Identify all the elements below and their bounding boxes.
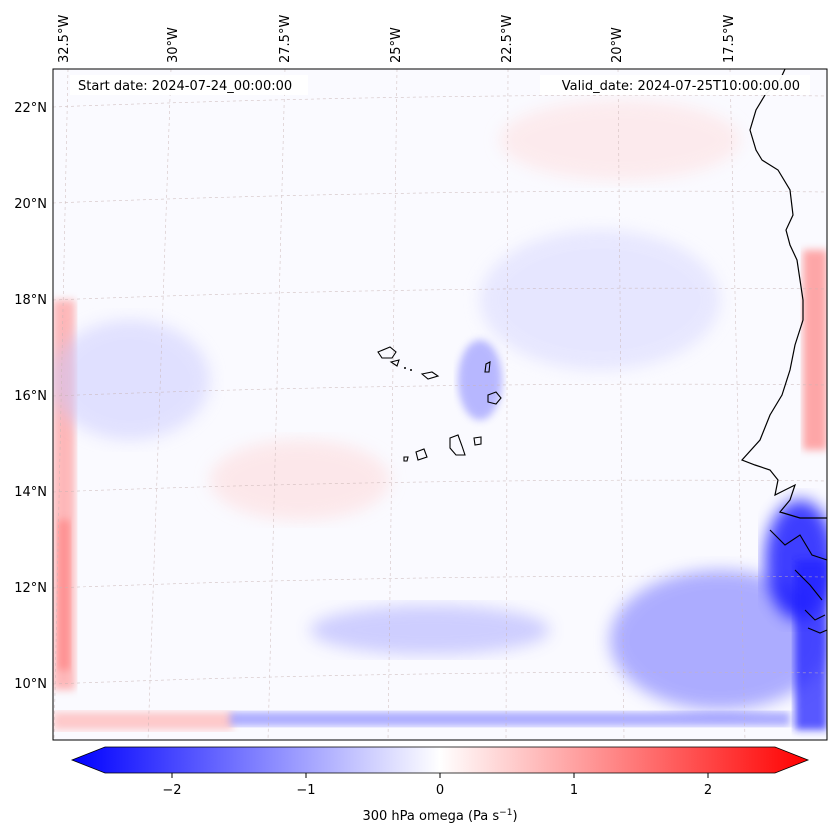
south-boundary-negative-band [230, 712, 790, 726]
colorbar-tick-label: −2 [162, 783, 181, 798]
island-santo-antao [377, 346, 397, 359]
island-fogo [415, 448, 428, 461]
island-maio [473, 436, 482, 446]
omega-field: Start date: 2024-07-24_00:00:00 Valid_da… [53, 69, 827, 740]
graticule [53, 69, 827, 740]
gridline-22-5w [505, 69, 509, 740]
gridline-25w [387, 69, 398, 740]
colorbar-ticks: −2 −1 0 1 2 [162, 773, 712, 798]
south-boundary-positive-band [53, 712, 233, 730]
lon-label-22-5w: 22.5°W [500, 15, 515, 63]
lat-label-14n: 14°N [14, 485, 47, 500]
gridline-10n [53, 671, 827, 685]
colorbar-bar [70, 746, 810, 774]
lat-label-12n: 12°N [14, 581, 47, 596]
lon-label-17-5w: 17.5°W [722, 15, 737, 63]
colorbar-tick-label: 0 [436, 783, 444, 798]
lon-label-32-5w: 32.5°W [57, 15, 72, 63]
island-raso [410, 369, 412, 371]
lon-label-27-5w: 27.5°W [278, 15, 293, 63]
lat-label-22n: 22°N [14, 101, 47, 116]
gridline-18n [53, 287, 827, 301]
gridline-30w [147, 69, 172, 740]
island-negative-feature [458, 340, 502, 420]
east-boundary-positive-band [803, 250, 827, 450]
plot-frame [52, 68, 828, 741]
lat-label-18n: 18°N [14, 293, 47, 308]
island-santiago [449, 434, 466, 456]
gridline-27-5w [267, 69, 286, 740]
start-date-label: Start date: 2024-07-24_00:00:00 [78, 79, 292, 94]
gridline-16n [53, 383, 827, 397]
gridline-14n [53, 479, 827, 493]
west-boundary-strong-band [58, 520, 70, 670]
lon-label-30w: 30°W [166, 27, 181, 63]
island-santa-luzia [404, 367, 406, 369]
coastline-mainland [740, 69, 827, 519]
colorbar-tick-label: −1 [296, 783, 315, 798]
island-sao-vicente [389, 359, 400, 367]
gridline-32-5w [53, 69, 69, 740]
gridline-12n [53, 575, 827, 589]
east-boundary-negative-band [795, 560, 827, 730]
island-sao-nicolau [420, 371, 440, 380]
colorbar-tick-label: 1 [570, 783, 578, 798]
valid-date-label: Valid_date: 2024-07-25T10:00:00.00 [562, 79, 800, 94]
start-date-box [70, 75, 308, 95]
valid-date-box [540, 75, 810, 95]
gridline-17-5w [729, 69, 746, 740]
central-light-positive-area [210, 440, 390, 520]
south-negative-streak [310, 605, 550, 655]
west-light-negative-area [53, 320, 210, 440]
north-light-positive-area [500, 100, 740, 180]
gridline-20w [617, 69, 625, 740]
island-brava [403, 456, 409, 462]
lat-label-16n: 16°N [14, 389, 47, 404]
latitude-labels: 22°N 20°N 18°N 16°N 14°N 12°N 10°N [14, 101, 47, 692]
colorbar-label: 300 hPa omega (Pa s−1) [362, 808, 517, 824]
lon-label-20w: 20°W [610, 27, 625, 63]
colorbar-tick-label: 2 [704, 783, 712, 798]
lat-label-10n: 10°N [14, 677, 47, 692]
coastline-guinea-bissau [769, 529, 827, 634]
island-boa-vista [487, 391, 502, 405]
gridline-20n [53, 190, 827, 204]
lat-label-20n: 20°N [14, 197, 47, 212]
central-light-negative-area [480, 230, 720, 370]
longitude-labels: 32.5°W 30°W 27.5°W 25°W 22.5°W 20°W 17.5… [57, 15, 737, 63]
colorbar: −2 −1 0 1 2 300 hPa omega (Pa s−1) [70, 746, 810, 824]
gridline-22n [53, 94, 827, 108]
island-sal [484, 361, 491, 373]
lon-label-25w: 25°W [389, 27, 404, 63]
southeast-negative-region [610, 570, 827, 710]
